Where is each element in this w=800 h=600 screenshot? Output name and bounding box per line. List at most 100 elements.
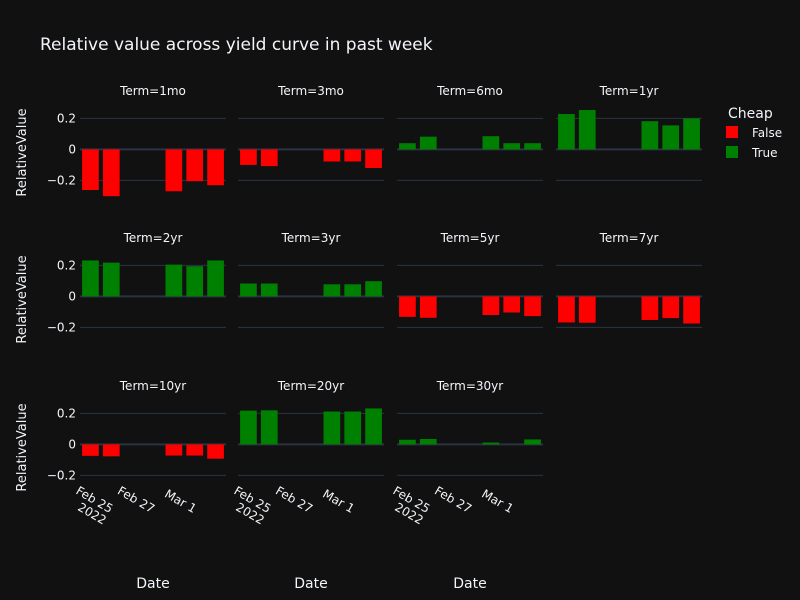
y-axis-label: RelativeValue — [15, 403, 30, 491]
bar — [186, 444, 204, 456]
bar — [260, 149, 278, 167]
facet-panel: Term=1mo 0.2 0 −0.2 RelativeValue — [15, 84, 226, 197]
facet-title: Term=1mo — [119, 84, 186, 98]
bar — [482, 136, 500, 150]
facet-title: Term=10yr — [119, 379, 187, 393]
bar — [662, 125, 680, 150]
bar — [344, 411, 362, 445]
bar — [165, 444, 183, 456]
x-axis-label: Date — [453, 576, 486, 592]
legend-item[interactable]: True — [726, 146, 778, 160]
bar — [365, 149, 382, 168]
legend-swatch — [726, 146, 738, 158]
bar — [323, 149, 341, 162]
facet-panel: Term=10yr 0.2 0 −0.2 RelativeValue — [15, 379, 226, 492]
y-tick-label: 0 — [68, 142, 76, 156]
bar — [641, 121, 659, 150]
chart-title: Relative value across yield curve in pas… — [40, 35, 433, 55]
bar — [207, 260, 224, 297]
facet-panel: Term=5yr — [397, 231, 543, 328]
facet-panel: Term=20yr — [238, 379, 384, 476]
bar — [102, 149, 120, 197]
bar — [186, 266, 204, 297]
y-tick-label: 0.2 — [57, 258, 76, 272]
y-tick-label: 0 — [68, 437, 76, 451]
bar — [503, 143, 521, 150]
bar — [344, 149, 362, 162]
legend-swatch — [726, 126, 738, 138]
bar — [165, 149, 183, 192]
bar — [260, 410, 278, 445]
facet-panel: Term=3yr — [238, 231, 384, 328]
bar — [323, 284, 341, 297]
bar — [365, 408, 382, 445]
bar — [558, 296, 575, 323]
facet-title: Term=5yr — [440, 231, 500, 245]
bar — [207, 444, 224, 459]
y-tick-label: 0 — [68, 289, 76, 303]
bar — [662, 296, 680, 319]
y-tick-label: −0.2 — [47, 320, 76, 334]
y-tick-label: 0.2 — [57, 406, 76, 420]
bar — [482, 442, 500, 445]
bar — [419, 438, 437, 445]
facet-panel: Term=1yr — [556, 84, 702, 181]
bar — [399, 439, 416, 445]
y-axis-label: RelativeValue — [15, 108, 30, 196]
x-axis-label: Date — [294, 576, 327, 592]
facet-title: Term=3yr — [281, 231, 341, 245]
bar — [578, 296, 596, 323]
bar — [503, 296, 521, 313]
bar — [482, 296, 500, 315]
bar — [186, 149, 204, 182]
bar — [240, 410, 257, 445]
bar — [207, 149, 224, 186]
bar — [102, 444, 120, 457]
facet-panel: Term=2yr 0.2 0 −0.2 RelativeValue — [15, 231, 226, 344]
facet-title: Term=3mo — [277, 84, 344, 98]
legend-title: Cheap — [728, 106, 773, 122]
bar — [558, 114, 575, 150]
bar — [524, 296, 541, 317]
facet-panel: Term=7yr — [556, 231, 702, 328]
facet-panel: Term=30yr — [397, 379, 543, 476]
facet-panel: Term=3mo — [238, 84, 384, 181]
bar — [419, 136, 437, 150]
bar — [524, 439, 541, 445]
y-tick-label: −0.2 — [47, 468, 76, 482]
bar — [683, 118, 700, 150]
facet-title: Term=1yr — [599, 84, 659, 98]
bar — [102, 262, 120, 297]
bar — [82, 149, 99, 191]
facet-title: Term=20yr — [277, 379, 345, 393]
legend-label: True — [751, 146, 778, 160]
bar — [344, 284, 362, 297]
bar — [399, 296, 416, 317]
facet-title: Term=7yr — [599, 231, 659, 245]
bar — [82, 260, 99, 297]
bar — [399, 143, 416, 150]
y-tick-label: 0.2 — [57, 111, 76, 125]
bar — [323, 411, 341, 445]
bar — [578, 110, 596, 150]
legend-item[interactable]: False — [726, 126, 782, 140]
bar — [641, 296, 659, 320]
bar — [419, 296, 437, 318]
facet-title: Term=2yr — [123, 231, 183, 245]
bar — [260, 283, 278, 297]
bar — [365, 281, 382, 297]
bar — [240, 283, 257, 297]
bar — [683, 296, 700, 324]
y-axis-label: RelativeValue — [15, 255, 30, 343]
bar — [165, 264, 183, 297]
legend-label: False — [752, 126, 782, 140]
y-tick-label: −0.2 — [47, 173, 76, 187]
bar — [240, 149, 257, 165]
bar — [524, 143, 541, 150]
legend: Cheap False True — [726, 106, 782, 160]
facet-title: Term=30yr — [436, 379, 504, 393]
facet-panel: Term=6mo — [397, 84, 543, 181]
x-axis-label: Date — [136, 576, 169, 592]
facet-title: Term=6mo — [436, 84, 503, 98]
